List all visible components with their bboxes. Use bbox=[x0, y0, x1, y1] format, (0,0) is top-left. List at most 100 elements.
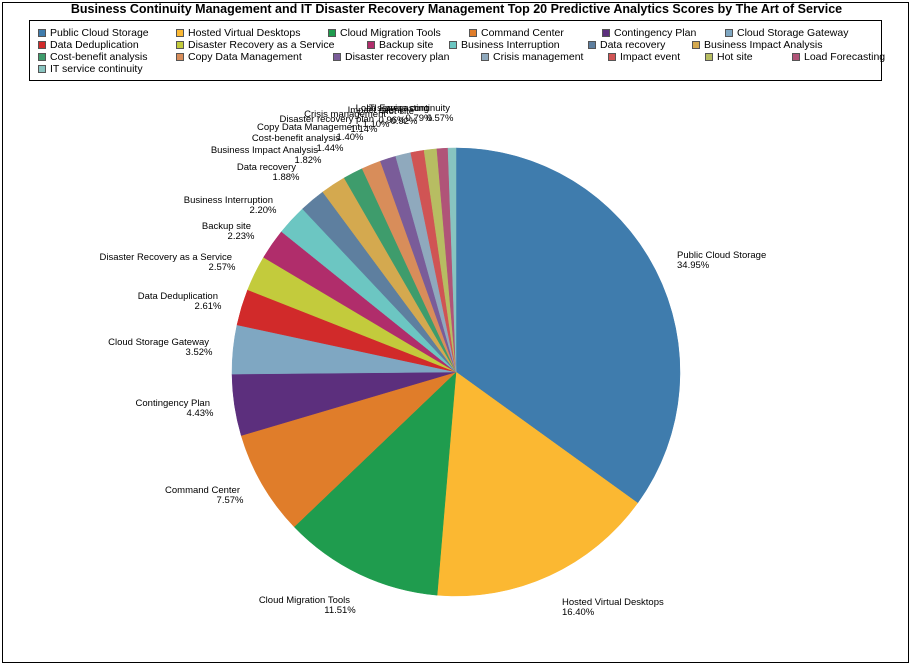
legend-swatch bbox=[602, 29, 610, 37]
legend-swatch bbox=[176, 29, 184, 37]
slice-value-label: 2.23% bbox=[228, 231, 255, 242]
legend-label: IT service continuity bbox=[50, 63, 143, 75]
legend-item: Backup site bbox=[367, 39, 433, 51]
slice-value-label: 1.10% bbox=[363, 119, 390, 130]
legend-label: Business Impact Analysis bbox=[704, 39, 823, 51]
legend-label: Copy Data Management bbox=[188, 51, 302, 63]
pie-slice bbox=[447, 147, 457, 373]
slice-value-label: 4.43% bbox=[187, 408, 214, 419]
legend-label: Contingency Plan bbox=[614, 27, 697, 39]
slice-label: Business Impact Analysis bbox=[211, 145, 318, 156]
legend-swatch bbox=[725, 29, 733, 37]
legend-label: Data recovery bbox=[600, 39, 666, 51]
slice-value-label: 34.95% bbox=[677, 260, 710, 271]
slice-label: Load Forecasting bbox=[356, 103, 429, 114]
slice-label: Cost-benefit analysis bbox=[252, 133, 340, 144]
legend-swatch bbox=[469, 29, 477, 37]
slice-value-label: 2.57% bbox=[209, 262, 236, 273]
legend-swatch bbox=[333, 53, 341, 61]
legend-label: Cloud Migration Tools bbox=[340, 27, 441, 39]
legend-swatch bbox=[176, 41, 184, 49]
legend-item: Business Impact Analysis bbox=[692, 39, 822, 51]
legend-swatch bbox=[792, 53, 800, 61]
slice-label: Backup site bbox=[202, 221, 251, 232]
legend-swatch bbox=[705, 53, 713, 61]
slice-value-label: 11.51% bbox=[324, 605, 356, 616]
legend-label: Command Center bbox=[481, 27, 564, 39]
slice-label: Impact event bbox=[348, 105, 403, 116]
legend-item: Cloud Migration Tools bbox=[328, 27, 441, 39]
slice-value-label: 1.14% bbox=[351, 124, 378, 135]
slice-label: Crisis management bbox=[304, 109, 386, 120]
slice-label: IT service continuity bbox=[366, 103, 450, 114]
legend-item: Contingency Plan bbox=[602, 27, 696, 39]
slice-label: Public Cloud Storage bbox=[677, 250, 766, 261]
slice-label: Hot site bbox=[382, 106, 414, 117]
legend-item: Command Center bbox=[469, 27, 564, 39]
legend-swatch bbox=[481, 53, 489, 61]
legend-item: Disaster Recovery as a Service bbox=[176, 39, 334, 51]
slice-label: Contingency Plan bbox=[136, 398, 210, 409]
legend-swatch bbox=[38, 65, 46, 73]
slice-value-label: 0.92% bbox=[391, 116, 418, 127]
legend-swatch bbox=[692, 41, 700, 49]
legend-label: Cost-benefit analysis bbox=[50, 51, 148, 63]
legend-label: Disaster recovery plan bbox=[345, 51, 450, 63]
pie-slice bbox=[455, 147, 681, 504]
legend-label: Hosted Virtual Desktops bbox=[188, 27, 301, 39]
slice-label: Command Center bbox=[165, 485, 240, 496]
slice-value-label: 0.79% bbox=[406, 113, 433, 124]
legend-item: Public Cloud Storage bbox=[38, 27, 149, 39]
slice-value-label: 1.82% bbox=[295, 155, 322, 166]
slice-value-label: 2.61% bbox=[195, 301, 222, 312]
legend-item: Hot site bbox=[705, 51, 753, 63]
legend-swatch bbox=[608, 53, 616, 61]
legend-swatch bbox=[176, 53, 184, 61]
legend-item: Copy Data Management bbox=[176, 51, 302, 63]
legend-item: Cost-benefit analysis bbox=[38, 51, 147, 63]
pie-slice bbox=[293, 371, 457, 596]
legend-item: Hosted Virtual Desktops bbox=[176, 27, 300, 39]
legend-label: Crisis management bbox=[493, 51, 584, 63]
legend-label: Hot site bbox=[717, 51, 753, 63]
legend-item: Data Deduplication bbox=[38, 39, 139, 51]
pie-slice bbox=[436, 371, 639, 597]
legend-swatch bbox=[38, 29, 46, 37]
legend-swatch bbox=[449, 41, 457, 49]
legend-label: Business Interruption bbox=[461, 39, 560, 51]
legend-label: Load Forecasting bbox=[804, 51, 886, 63]
slice-value-label: 1.44% bbox=[317, 143, 344, 154]
legend-item: Cloud Storage Gateway bbox=[725, 27, 848, 39]
legend-swatch bbox=[328, 29, 336, 37]
slice-label: Cloud Migration Tools bbox=[259, 595, 350, 606]
legend-label: Disaster Recovery as a Service bbox=[188, 39, 335, 51]
slice-label: Copy Data Management bbox=[257, 122, 360, 133]
slice-label: Cloud Storage Gateway bbox=[108, 337, 209, 348]
legend-item: Data recovery bbox=[588, 39, 665, 51]
chart-legend: Public Cloud Storage Hosted Virtual Deskt… bbox=[29, 20, 885, 81]
slice-value-label: 2.20% bbox=[250, 205, 277, 216]
slice-label: Data Deduplication bbox=[138, 291, 218, 302]
slice-value-label: 7.57% bbox=[217, 495, 244, 506]
legend-label: Cloud Storage Gateway bbox=[737, 27, 849, 39]
legend-item: Impact event bbox=[608, 51, 680, 63]
slice-value-label: 1.88% bbox=[273, 172, 300, 183]
slice-label: Disaster recovery plan bbox=[279, 114, 374, 125]
slice-value-label: 3.52% bbox=[186, 347, 213, 358]
slice-label: Disaster Recovery as a Service bbox=[99, 252, 232, 263]
legend-label: Data Deduplication bbox=[50, 39, 139, 51]
legend-swatch bbox=[367, 41, 375, 49]
legend-swatch bbox=[38, 41, 46, 49]
legend-item: Load Forecasting bbox=[792, 51, 885, 63]
legend-item: Business Interruption bbox=[449, 39, 560, 51]
slice-value-label: 0.96% bbox=[379, 115, 406, 126]
slice-value-label: 16.40% bbox=[562, 607, 595, 618]
slice-value-label: 1.40% bbox=[337, 132, 364, 143]
slice-value-label: 0.57% bbox=[427, 113, 454, 124]
slice-label: Business Interruption bbox=[184, 195, 273, 206]
legend-swatch bbox=[38, 53, 46, 61]
legend-item: IT service continuity bbox=[38, 63, 143, 75]
slice-label: Hosted Virtual Desktops bbox=[562, 597, 664, 608]
slice-label: Data recovery bbox=[237, 162, 296, 173]
